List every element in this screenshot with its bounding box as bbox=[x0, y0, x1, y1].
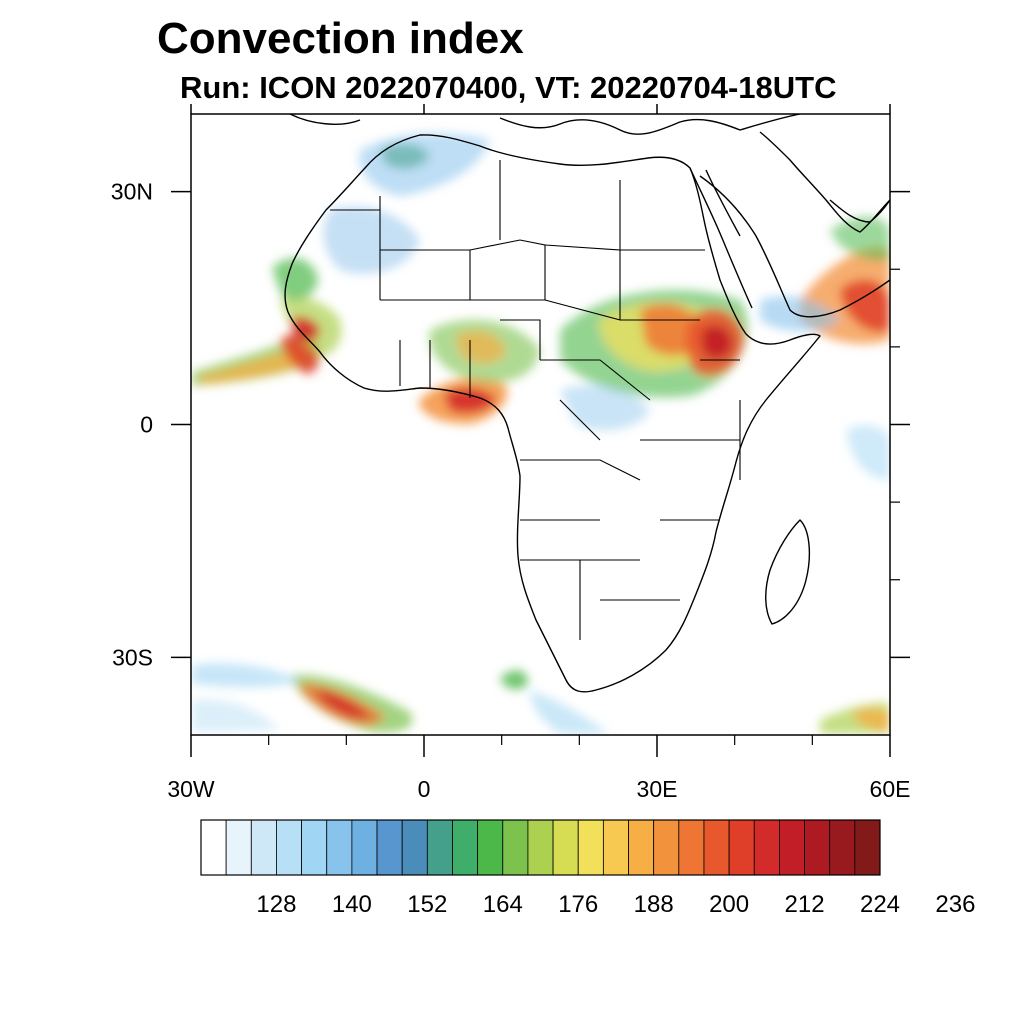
map-background bbox=[191, 114, 890, 735]
lat-tick-label: 30N bbox=[111, 179, 153, 205]
colorbar-swatch bbox=[678, 819, 705, 876]
colorbar-swatch bbox=[301, 819, 328, 876]
colorbar-label: 212 bbox=[785, 891, 825, 918]
colorbar-swatch bbox=[703, 819, 730, 876]
colorbar-swatch bbox=[804, 819, 831, 876]
colorbar-label: 140 bbox=[332, 891, 372, 918]
colorbar-swatch bbox=[653, 819, 680, 876]
colorbar-swatch bbox=[326, 819, 353, 876]
lon-tick-label: 60E bbox=[870, 776, 911, 802]
lat-tick-label: 0 bbox=[140, 412, 153, 438]
colorbar-swatch bbox=[426, 819, 453, 876]
coastlines bbox=[284, 114, 890, 693]
colorbar-swatch bbox=[602, 819, 629, 876]
colorbar-swatch bbox=[376, 819, 403, 876]
colorbar-swatch bbox=[351, 819, 378, 876]
persian-gulf-coastline bbox=[829, 199, 890, 223]
colorbar: 128 140 152 164 176 188 200 212 224 236 bbox=[200, 819, 975, 918]
colorbar-frame bbox=[200, 819, 881, 876]
colorbar-swatch bbox=[452, 819, 479, 876]
lon-tick-label: 0 bbox=[418, 776, 431, 802]
madagascar-coastline bbox=[765, 519, 811, 625]
lon-tick-label: 30W bbox=[167, 776, 215, 802]
colorbar-swatch bbox=[854, 819, 881, 876]
colorbar-swatch bbox=[753, 819, 780, 876]
colorbar-swatch bbox=[477, 819, 504, 876]
africa-coastline bbox=[284, 134, 821, 693]
colorbar-swatch bbox=[527, 819, 554, 876]
colorbar-label: 176 bbox=[558, 891, 598, 918]
country-borders bbox=[330, 160, 741, 640]
colorbar-label: 200 bbox=[709, 891, 749, 918]
colorbar-swatch bbox=[628, 819, 655, 876]
colorbar-swatch bbox=[552, 819, 579, 876]
colorbar-label: 188 bbox=[634, 891, 674, 918]
colorbar-swatch bbox=[276, 819, 302, 876]
colorbar-label: 152 bbox=[407, 891, 447, 918]
arabia-coastline bbox=[699, 131, 890, 318]
europe-coastline bbox=[289, 114, 801, 135]
colorbar-swatch bbox=[779, 819, 805, 876]
colorbar-swatch bbox=[250, 819, 277, 876]
colorbar-label: 236 bbox=[935, 891, 975, 918]
axis-ticks: 30W 0 30E 60E 30N 0 30S bbox=[111, 104, 911, 802]
colorbar-swatch bbox=[401, 819, 428, 876]
chart-title: Convection index bbox=[157, 14, 524, 63]
colorbar-swatch bbox=[225, 819, 252, 876]
chart-subtitle: Run: ICON 2022070400, VT: 20220704-18UTC bbox=[180, 70, 837, 105]
red-sea-coastline bbox=[689, 167, 753, 309]
colorbar-swatch bbox=[829, 819, 856, 876]
colorbar-swatch bbox=[577, 819, 604, 876]
lat-tick-label: 30S bbox=[112, 644, 153, 670]
colorbar-label: 224 bbox=[860, 891, 900, 918]
colorbar-label: 128 bbox=[256, 891, 296, 918]
colorbar-swatch bbox=[502, 819, 529, 876]
lon-tick-label: 30E bbox=[637, 776, 678, 802]
colorbar-label: 164 bbox=[483, 891, 523, 918]
colorbar-swatch bbox=[728, 819, 755, 876]
colorbar-swatch bbox=[200, 819, 227, 876]
